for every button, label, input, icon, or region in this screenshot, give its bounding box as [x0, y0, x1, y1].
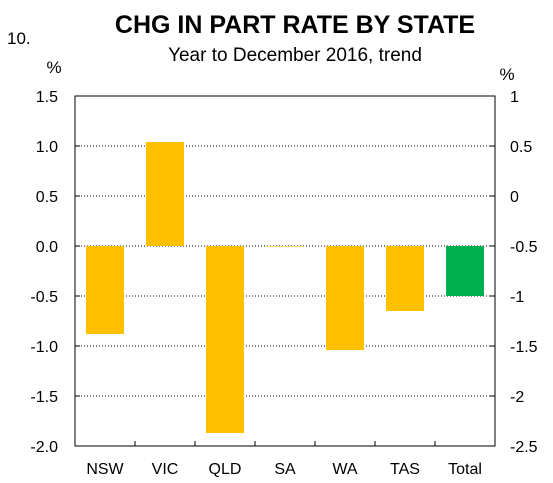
- y-tick-label-left: -1.5: [30, 389, 58, 406]
- x-tick-label-wa: WA: [332, 461, 358, 478]
- y-axis-left-ticks: 1.5 1.0 0.5 0.0 -0.5 -1.0 -1.5 -2.0: [30, 89, 80, 456]
- x-tick-label-tas: TAS: [390, 461, 420, 478]
- x-tick-label-nsw: NSW: [86, 461, 124, 478]
- bar-sa: [266, 246, 304, 247]
- y-tick-label-left: 1.0: [36, 139, 58, 156]
- x-tick-label-total: Total: [448, 461, 482, 478]
- y-tick-label-left: 0.5: [36, 189, 58, 206]
- bar-qld: [206, 246, 244, 433]
- gridlines: [75, 145, 495, 397]
- bar-nsw: [86, 246, 124, 334]
- x-tick-label-sa: SA: [274, 461, 296, 478]
- y-tick-label-right: -1.5: [510, 339, 538, 356]
- chart-title: CHG IN PART RATE BY STATE: [115, 11, 475, 39]
- bar-tas: [386, 246, 424, 311]
- y-tick-label-left: 0.0: [36, 239, 58, 256]
- y-tick-label-left: -0.5: [30, 289, 58, 306]
- bar-total: [446, 246, 484, 296]
- y-tick-label-left: -1.0: [30, 339, 58, 356]
- bar-wa: [326, 246, 364, 350]
- plot-frame: [74, 95, 496, 447]
- y-tick-label-left: 1.5: [36, 89, 58, 106]
- y-tick-label-right: 1: [510, 89, 519, 106]
- y-tick-label-right: -2.5: [510, 439, 538, 456]
- chart-subtitle: Year to December 2016, trend: [168, 45, 422, 66]
- y-tick-label-left: -2.0: [30, 439, 58, 456]
- y-axis-right-ticks: 1 0.5 0 -0.5 -1 -1.5 -2 -2.5: [490, 89, 538, 456]
- y-axis-left-unit: %: [46, 58, 61, 77]
- bars: [86, 142, 484, 433]
- x-axis-ticks: NSW VIC QLD SA WA TAS Total: [86, 441, 482, 478]
- y-tick-label-right: 0.5: [510, 139, 532, 156]
- x-tick-label-vic: VIC: [152, 461, 179, 478]
- bar-vic: [146, 142, 184, 246]
- y-tick-label-right: -0.5: [510, 239, 538, 256]
- y-tick-label-right: -1: [510, 289, 524, 306]
- x-tick-label-qld: QLD: [209, 461, 242, 478]
- figure-number: 10.: [7, 29, 31, 48]
- y-axis-right-unit: %: [499, 65, 514, 84]
- y-tick-label-right: -2: [510, 389, 524, 406]
- y-tick-label-right: 0: [510, 189, 519, 206]
